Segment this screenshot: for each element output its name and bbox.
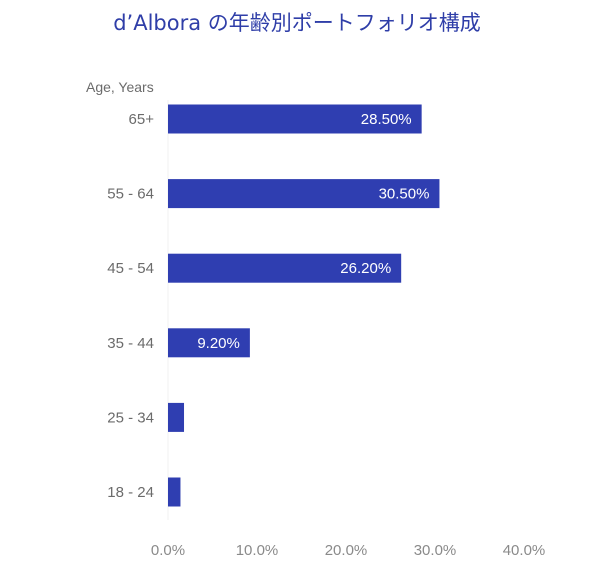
bar-data-label-1: 30.50% [379,186,430,203]
y-tick-label-0: 65+ [129,111,155,128]
bar-0 [168,104,422,134]
y-tick-label-4: 25 - 34 [107,409,154,426]
y-tick-label-3: 35 - 44 [107,335,154,352]
x-tick-labels: 0.0% 10.0% 20.0% 30.0% 40.0% [151,542,545,559]
bar-data-label-2: 26.20% [340,260,391,277]
bar-data-label-3: 9.20% [197,335,240,352]
bar-2 [168,253,402,283]
bar-4 [168,402,185,432]
y-tick-labels: 65+ 55 - 64 45 - 54 35 - 44 25 - 34 18 - 24 [107,111,154,501]
x-tick-label-3: 30.0% [414,542,457,559]
x-tick-label-0: 0.0% [151,542,185,559]
bar-data-label-0: 28.50% [361,111,412,128]
y-tick-label-1: 55 - 64 [107,186,154,203]
x-tick-label-2: 20.0% [325,542,368,559]
x-tick-label-1: 10.0% [236,542,279,559]
y-tick-label-5: 18 - 24 [107,484,154,501]
x-tick-label-4: 40.0% [503,542,546,559]
bar-5 [168,477,181,507]
bar-3 [168,328,250,358]
y-axis-label: Age, Years [86,79,154,95]
bar-1 [168,179,440,209]
bars-group: 28.50% 30.50% 26.20% 9.20% [168,104,440,507]
chart-title: d’Albora の年齢別ポートフォリオ構成 [113,11,481,35]
y-tick-label-2: 45 - 54 [107,260,154,277]
